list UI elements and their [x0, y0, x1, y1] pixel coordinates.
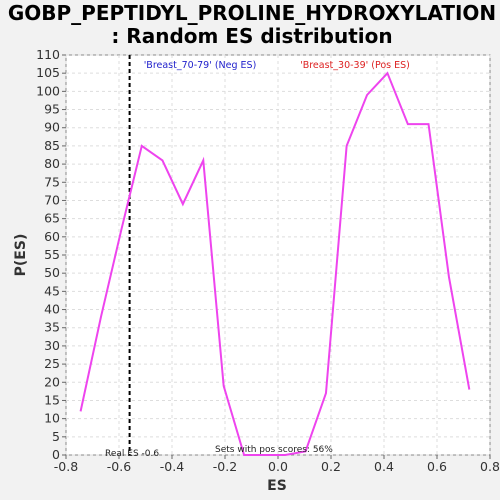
y-tick-label-12: 60	[44, 229, 60, 244]
y-tick-label-19: 95	[44, 102, 60, 117]
pos-scores-label: Sets with pos scores: 56%	[215, 445, 333, 455]
y-axis-label: P(ES)	[13, 234, 29, 277]
x-tick-label-4: 0.0	[268, 459, 288, 474]
x-tick-label-5: 0.2	[321, 459, 341, 474]
y-tick-label-5: 25	[44, 356, 60, 371]
y-tick-label-8: 40	[44, 302, 60, 317]
x-tick-label-8: 0.8	[480, 459, 500, 474]
x-tick-label-0: -0.8	[54, 459, 78, 474]
y-ticks: 0 5 10 15 20 25 30 35 40 45 50 55 60 65 70 75 80 85 90 95 10…	[36, 47, 66, 462]
x-ticks: -0.8 -0.6 -0.4 -0.2 0.0 0.2 0.4 0.6 0.8	[54, 455, 500, 474]
chart-title-line-2: : Random ES distribution	[111, 24, 392, 48]
y-tick-label-0: 0	[52, 447, 60, 462]
y-tick-label-21: 105	[36, 65, 60, 80]
y-tick-label-11: 55	[44, 247, 60, 262]
x-tick-label-6: 0.4	[374, 459, 394, 474]
y-tick-label-18: 90	[44, 120, 60, 135]
chart-title-line-1: GOBP_PEPTIDYL_PROLINE_HYDROXYLATION	[8, 1, 496, 25]
x-tick-label-2: -0.4	[160, 459, 184, 474]
x-tick-label-7: 0.6	[427, 459, 447, 474]
y-tick-label-1: 5	[52, 429, 60, 444]
y-tick-label-16: 80	[44, 156, 60, 171]
y-tick-label-17: 85	[44, 138, 60, 153]
legend-pos-es: 'Breast_30-39' (Pos ES)	[300, 60, 410, 71]
y-tick-label-7: 35	[44, 320, 60, 335]
y-tick-label-22: 110	[36, 47, 60, 62]
y-tick-label-3: 15	[44, 392, 60, 407]
x-tick-label-1: -0.6	[107, 459, 131, 474]
y-tick-label-14: 70	[44, 192, 60, 207]
y-tick-label-15: 75	[44, 174, 60, 189]
y-tick-label-10: 50	[44, 265, 60, 280]
y-tick-label-6: 30	[44, 338, 60, 353]
y-tick-label-2: 10	[44, 411, 60, 426]
y-tick-label-9: 45	[44, 283, 60, 298]
x-tick-label-3: -0.2	[213, 459, 237, 474]
y-tick-label-13: 65	[44, 211, 60, 226]
es-distribution-line	[79, 71, 471, 456]
y-tick-label-20: 100	[36, 83, 60, 98]
real-es-label: Real ES -0.6	[105, 449, 159, 459]
x-axis-label: ES	[267, 478, 287, 494]
legend-neg-es: 'Breast_70-79' (Neg ES)	[144, 60, 257, 71]
y-tick-label-4: 20	[44, 374, 60, 389]
